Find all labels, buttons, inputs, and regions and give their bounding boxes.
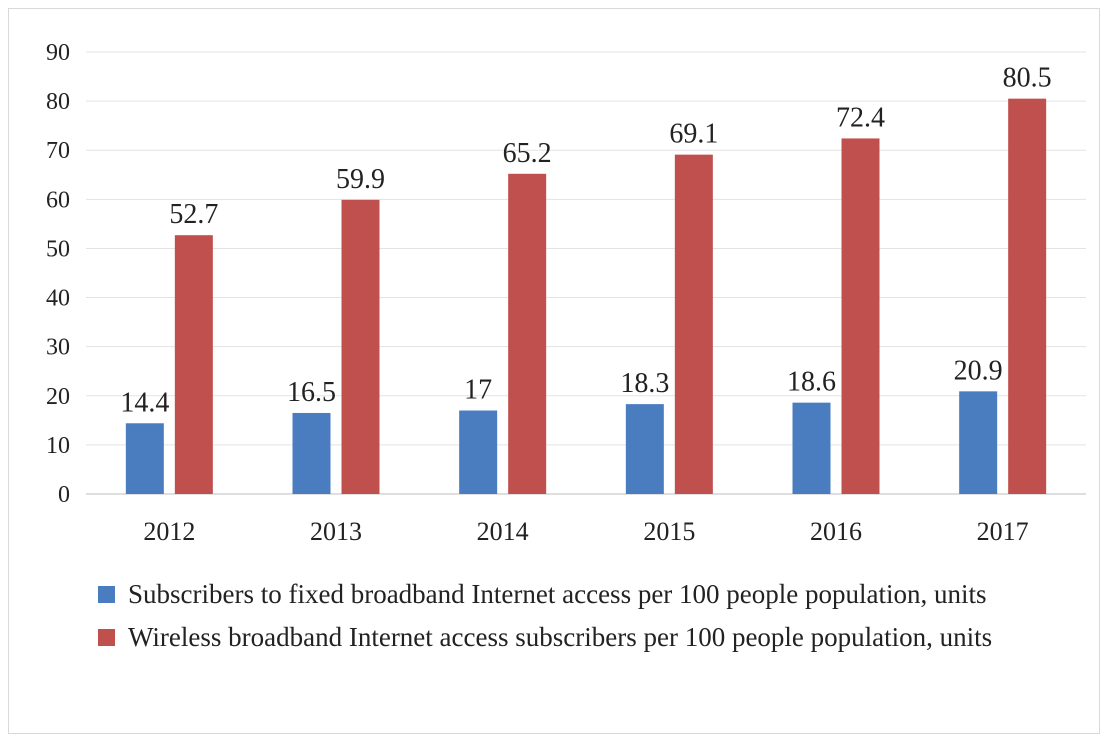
data-label-fixed: 14.4 xyxy=(120,387,169,418)
bar-wireless xyxy=(174,235,213,494)
data-label-wireless: 72.4 xyxy=(836,102,885,133)
data-label-fixed: 17 xyxy=(464,375,492,406)
x-category-label: 2014 xyxy=(477,517,529,546)
y-tick-label: 80 xyxy=(46,89,70,115)
data-label-wireless: 69.1 xyxy=(669,119,718,150)
bar-fixed xyxy=(792,402,831,494)
x-category-label: 2013 xyxy=(310,517,362,546)
y-tick-label: 90 xyxy=(46,40,70,66)
bar-fixed xyxy=(292,412,331,494)
legend-label-fixed: Subscribers to fixed broadband Internet … xyxy=(128,579,987,609)
legend: Subscribers to fixed broadband Internet … xyxy=(98,578,1078,664)
x-category-label: 2016 xyxy=(810,517,862,546)
legend-swatch-wireless xyxy=(98,629,115,646)
y-tick-label: 20 xyxy=(46,384,70,410)
bars xyxy=(125,98,1047,495)
bar-fixed xyxy=(125,423,164,494)
x-category-label: 2015 xyxy=(643,517,695,546)
data-labels: 14.4 52.7 16.5 59.9 17 65.2 18.3 69.1 18.6 72.4 20… xyxy=(120,63,1051,419)
legend-item-wireless: Wireless broadband Internet access subsc… xyxy=(98,621,1078,654)
x-axis-categories: 2012 2013 2014 2015 2016 2017 xyxy=(143,517,1028,546)
bar-fixed xyxy=(459,410,498,494)
bar-wireless xyxy=(341,199,380,494)
bar-chart: 0 10 20 30 40 50 60 70 80 90 14.4 52.7 16.5 59.9 17 65… xyxy=(46,40,1086,546)
data-label-wireless: 59.9 xyxy=(336,164,385,195)
bar-fixed xyxy=(959,391,998,494)
y-axis-ticks: 0 10 20 30 40 50 60 70 80 90 xyxy=(46,40,70,508)
y-tick-label: 30 xyxy=(46,335,70,361)
y-tick-label: 50 xyxy=(46,236,70,262)
x-category-label: 2017 xyxy=(977,517,1029,546)
bar-wireless xyxy=(508,173,547,494)
x-category-label: 2012 xyxy=(143,517,195,546)
legend-item-fixed: Subscribers to fixed broadband Internet … xyxy=(98,578,1078,611)
gridlines xyxy=(86,51,1086,495)
data-label-wireless: 52.7 xyxy=(169,199,218,230)
bar-fixed xyxy=(625,404,664,494)
legend-label-wireless: Wireless broadband Internet access subsc… xyxy=(128,622,993,652)
data-label-fixed: 18.6 xyxy=(787,367,836,398)
data-label-fixed: 18.3 xyxy=(620,368,669,399)
data-label-wireless: 80.5 xyxy=(1003,63,1052,94)
y-tick-label: 40 xyxy=(46,286,70,312)
data-label-wireless: 65.2 xyxy=(503,138,552,169)
data-label-fixed: 16.5 xyxy=(287,377,336,408)
y-tick-label: 70 xyxy=(46,138,70,164)
legend-swatch-fixed xyxy=(98,586,115,603)
y-tick-label: 60 xyxy=(46,187,70,213)
bar-wireless xyxy=(674,154,713,495)
bar-wireless xyxy=(1008,98,1047,495)
y-tick-label: 0 xyxy=(58,482,70,508)
bar-wireless xyxy=(841,138,880,495)
data-label-fixed: 20.9 xyxy=(954,355,1003,386)
y-tick-label: 10 xyxy=(46,433,70,459)
